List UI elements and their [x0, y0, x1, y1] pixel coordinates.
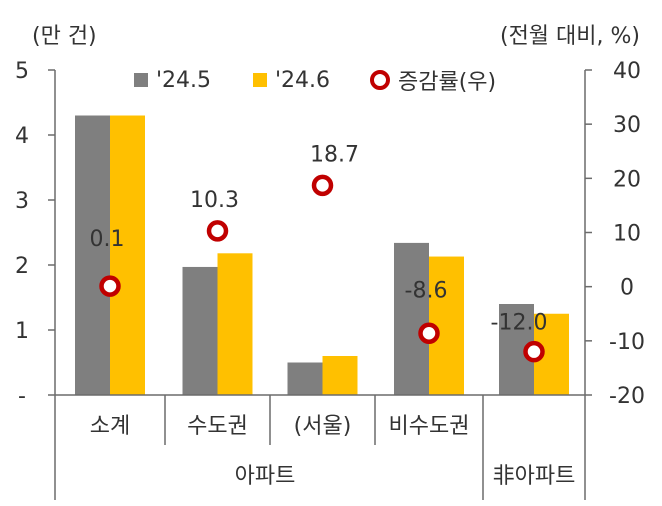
change-rate-marker [523, 340, 545, 363]
left-axis-unit: (만 건) [32, 24, 97, 49]
change-rate-marker [311, 174, 334, 197]
change-rate-label: 10.3 [190, 188, 239, 213]
change-rate-label: -8.6 [405, 278, 448, 303]
right-tick-label: 10 [613, 222, 641, 247]
bar-2024-06-2 [322, 356, 358, 395]
legend-item-2024-06: '24.6 [253, 63, 330, 97]
legend-swatch-yellow [253, 73, 267, 87]
left-tick-label: 4 [15, 124, 29, 149]
left-tick-label: - [18, 384, 26, 409]
change-rate-label: 0.1 [90, 227, 125, 252]
category-label: 비수도권 [389, 414, 470, 439]
legend-item-change-rate: 증감률(우) [370, 63, 496, 97]
category-label: (서울) [294, 414, 352, 439]
legend-swatch-gray [134, 73, 148, 87]
bar-2024-06-0 [110, 115, 145, 395]
right-tick-label: 0 [620, 276, 634, 301]
legend-label-2024-06: '24.6 [275, 67, 331, 93]
category-label: 수도권 [187, 414, 248, 439]
right-tick-label: 30 [613, 113, 641, 138]
left-tick-label: 2 [15, 254, 29, 279]
bar-2024-05-2 [287, 362, 323, 395]
legend-label-change-rate: 증감률(우) [398, 70, 497, 95]
legend-marker-circle [370, 70, 390, 90]
bar-2024-05-1 [182, 266, 218, 395]
change-rate-marker [99, 275, 121, 297]
legend-item-2024-05: '24.5 [134, 63, 211, 97]
right-tick-label: -20 [609, 384, 645, 409]
change-rate-label: 18.7 [310, 142, 359, 167]
change-rate-marker [418, 322, 440, 344]
change-rate-label: -12.0 [491, 311, 548, 336]
bar-2024-05-0 [75, 115, 110, 395]
right-axis-unit: (전월 대비, %) [499, 24, 640, 49]
right-tick-label: 40 [613, 59, 641, 84]
bar-2024-06-1 [217, 253, 253, 395]
right-tick-label: -10 [609, 330, 645, 355]
left-tick-label: 1 [15, 319, 29, 344]
category-label: 소계 [90, 414, 130, 439]
change-rate-marker [206, 220, 229, 242]
left-tick-label: 5 [15, 59, 29, 84]
group-label-apartment: 아파트 [235, 464, 296, 489]
left-tick-label: 3 [15, 189, 29, 214]
bar-2024-05-3 [394, 242, 429, 395]
legend-label-2024-05: '24.5 [156, 67, 212, 93]
group-label-non-apartment: 非아파트 [493, 464, 576, 489]
right-tick-label: 20 [613, 167, 641, 192]
